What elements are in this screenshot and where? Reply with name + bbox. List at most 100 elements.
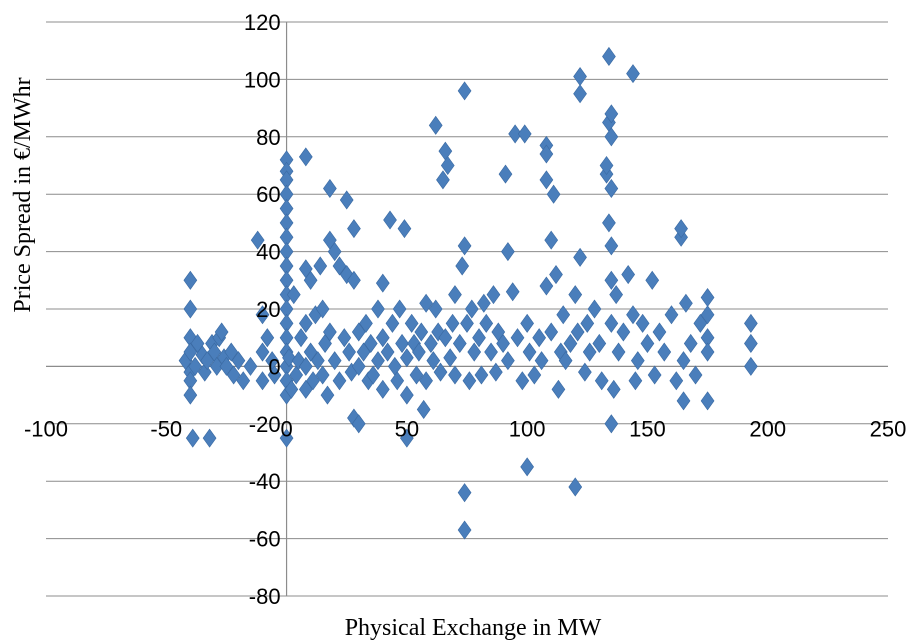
scatter-point [520,457,534,477]
scatter-point [380,342,395,362]
scatter-point [489,362,503,382]
scatter-point [371,299,385,319]
scatter-point [664,305,679,325]
scatter-point [452,333,467,353]
x-tick-label: 100 [509,416,546,441]
scatter-point [657,342,672,362]
scatter-point [419,371,433,391]
scatter-point [744,313,758,333]
scatter-point [315,299,330,319]
scatter-point [570,322,585,342]
scatter-point [250,230,265,250]
scatter-point [688,365,703,385]
scatter-point [286,285,301,305]
scatter-point [303,270,318,290]
scatter-point [462,371,477,391]
scatter-point [371,351,385,371]
scatter-point [604,104,619,124]
y-tick-label: -60 [249,527,281,552]
scatter-point [744,356,758,376]
scatter-point [188,356,203,376]
scatter-point [243,356,258,376]
scatter-point [440,155,455,176]
scatter-point [683,333,698,353]
y-tick-label: 60 [256,182,280,207]
scatter-point [209,356,224,376]
scatter-point [298,379,313,399]
scatter-point [419,293,433,313]
scatter-point [621,265,636,285]
scatter-point [289,365,304,385]
scatter-point [573,84,587,104]
scatter-point [375,328,390,348]
scatter-point [501,351,515,371]
scatter-point [284,379,299,399]
scatter-point [592,333,607,353]
scatter-point [183,270,198,290]
scatter-point [306,371,320,391]
scatter-point [578,362,592,382]
scatter-point [320,385,335,405]
scatter-point [669,371,684,391]
scatter-point [515,371,530,391]
scatter-point [359,313,373,333]
scatter-point [604,236,619,256]
scatter-point [486,285,501,305]
scatter-point [582,342,597,362]
scatter-point [298,147,313,167]
scatter-point [397,219,412,239]
y-axis-title: Price Spread in €/MWhr [10,77,36,312]
scatter-point [342,342,356,362]
scatter-point [443,348,458,368]
scatter-point [676,391,691,411]
scatter-point [599,155,614,176]
scatter-point [183,385,198,405]
scatter-point [744,333,758,353]
scatter-point [630,351,645,371]
scatter-point [602,46,616,66]
x-axis-title: Physical Exchange in MW [345,615,602,641]
y-tick-label: 100 [244,67,281,92]
scatter-point [404,313,419,333]
scatter-point [400,428,414,448]
scatter-point [563,333,578,353]
scatter-point [611,342,626,362]
scatter-point [457,236,472,256]
scatter-point [640,333,655,353]
scatter-point [375,379,390,399]
scatter-point [645,270,660,290]
scatter-point [539,170,554,190]
y-tick-label: 0 [268,354,280,379]
scatter-point [445,313,460,333]
scatter-point [279,428,294,448]
scatter-point [428,115,443,135]
scatter-point [433,362,448,382]
scatter-point [606,379,621,399]
scatter-point [700,342,715,362]
scatter-point [520,313,534,333]
scatter-point [573,67,587,87]
scatter-point [200,351,215,371]
scatter-point [224,342,239,362]
scatter-point [347,270,361,290]
scatter-point [310,351,325,371]
scatter-point [366,365,381,385]
scatter-point [700,305,715,325]
scatter-point [236,371,251,391]
scatter-point [594,371,609,391]
scatter-point [544,322,559,342]
scatter-point [202,428,217,448]
scatter-point [534,351,549,371]
scatter-point [385,313,400,333]
scatter-point [498,164,513,184]
scatter-point [539,144,554,164]
y-tick-label: -20 [249,412,281,437]
scatter-point [426,351,441,371]
scatter-point [424,333,438,353]
scatter-point [573,247,587,267]
scatter-point [604,414,619,434]
x-tick-label: 0 [280,416,292,441]
scatter-point [580,313,595,333]
scatter-point [505,282,520,302]
